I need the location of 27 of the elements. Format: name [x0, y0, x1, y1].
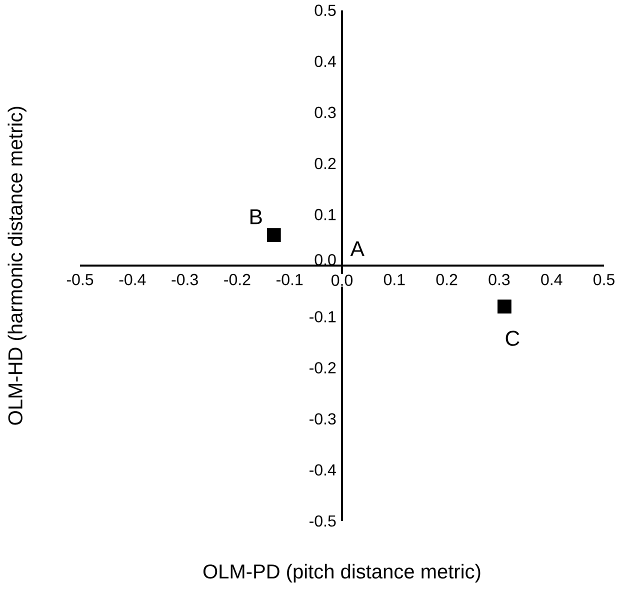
y-tick-label: -0.1	[310, 311, 336, 322]
x-tick-label: 0.5	[594, 274, 614, 286]
annotation: C	[506, 330, 520, 346]
x-tick-label: -0.3	[172, 274, 198, 286]
y-tick-label: -0.4	[310, 464, 336, 476]
x-tick-label: 0.0	[332, 274, 353, 286]
y-tick-label: 0.4	[314, 56, 336, 68]
x-tick-label: 0.4	[541, 274, 562, 286]
x-tick-label: 0.2	[436, 274, 458, 286]
x-axis-title: OLM-PD (pitch distance metric)	[203, 564, 480, 583]
y-tick-label: 0.3	[314, 106, 336, 118]
y-tick-label: 0.0	[314, 254, 336, 266]
x-tick-label: 0.3	[488, 274, 510, 286]
y-tick-label: -0.5	[310, 515, 336, 527]
x-tick-label: -0.4	[119, 274, 146, 286]
y-tick-label: 0.1	[314, 208, 336, 220]
annotation: A	[350, 241, 364, 256]
x-tick-label: -0.1	[276, 274, 303, 286]
x-tick-label: -0.2	[224, 274, 250, 286]
y-axis-title: OLM-HD (harmonic distance metric)	[8, 106, 26, 425]
x-tick-label: 0.1	[384, 274, 405, 286]
x-tick-label: -0.5	[66, 274, 94, 286]
y-tick-label: -0.2	[310, 362, 336, 374]
y-tick-label: -0.3	[310, 413, 336, 425]
annotation: B	[250, 209, 262, 224]
y-tick-label: 0.5	[314, 4, 336, 16]
y-tick-label: 0.2	[314, 158, 336, 170]
